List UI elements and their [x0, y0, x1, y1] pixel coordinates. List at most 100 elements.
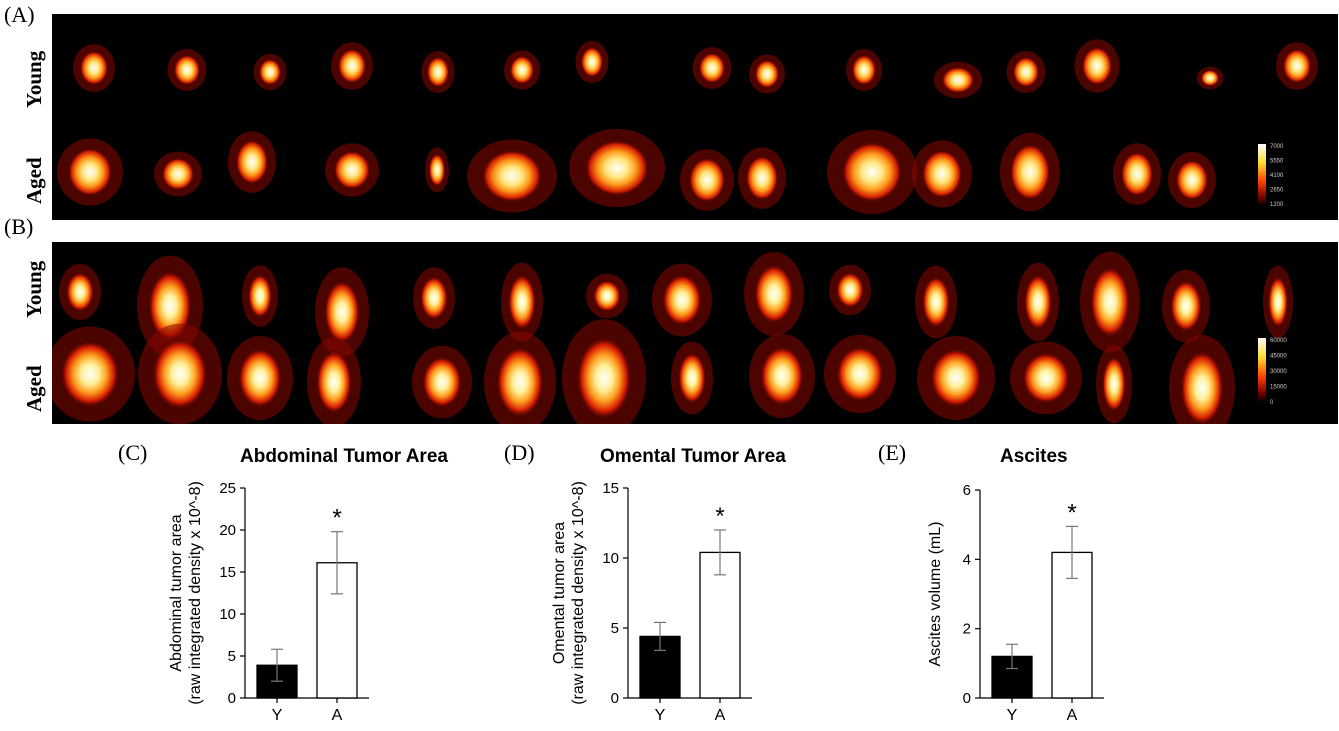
fluorescence-signal: [689, 158, 725, 202]
imaging-strip-a: 7000 5550 4100 2650 1200: [52, 14, 1338, 220]
fluorescence-signal: [593, 280, 621, 312]
row-label-aged-b: Aged: [22, 365, 46, 412]
bar-A: [699, 551, 741, 699]
y-tick-label: 15: [219, 564, 236, 581]
fluorescence-signal: [422, 356, 462, 408]
fluorescence-signal: [1013, 57, 1039, 87]
y-axis-label: Abdominal tumor area: [168, 514, 185, 672]
chart-omental-tumor-area: Omental Tumor Area Omental tumor area (raw…: [520, 440, 850, 726]
fluorescence-signal: [66, 272, 94, 312]
fluorescence-signal: [581, 47, 603, 77]
row-label-aged-a: Aged: [22, 157, 46, 204]
fluorescence-signal: [699, 53, 725, 83]
chart-abdominal-tumor-area: Abdominal Tumor Area Abdominal tumor area…: [130, 440, 460, 726]
row-label-young-b: Young: [22, 260, 46, 318]
y-tick-label: 10: [602, 550, 619, 567]
fluorescence-signal: [1201, 70, 1219, 86]
color-scale-bar-b: [1258, 338, 1266, 402]
fluorescence-signal: [1010, 144, 1050, 200]
aged-mice-row: [57, 128, 1216, 214]
y-axis-label-units: (raw integrated density x 10^-8): [187, 481, 204, 705]
fluorescence-signal: [746, 156, 778, 200]
color-scale-tick-label: 45000: [1270, 354, 1287, 360]
fluorescence-signal: [1082, 47, 1112, 85]
fluorescence-signal: [496, 346, 544, 418]
fluorescence-signal: [942, 67, 974, 93]
fluorescence-signal: [754, 264, 794, 324]
row-label-young-a: Young: [22, 50, 46, 108]
fluorescence-signal: [324, 280, 360, 344]
chart-title: Ascites: [1000, 446, 1068, 467]
fluorescence-signal: [755, 60, 779, 88]
fluorescence-signal: [1170, 280, 1202, 332]
fluorescence-signal: [1121, 152, 1153, 196]
y-tick-label: 25: [219, 480, 236, 497]
fluorescence-signal: [338, 49, 366, 83]
color-scale-tick-label: 5550: [1270, 159, 1284, 165]
fluorescence-signal: [930, 348, 982, 408]
color-scale-tick-label: 60000: [1270, 338, 1287, 344]
fluorescence-signal: [1176, 160, 1208, 200]
young-organs-row: [59, 251, 1293, 357]
x-tick-label: A: [1067, 707, 1078, 724]
y-tick-label: 2: [963, 621, 971, 638]
fluorescence-signal: [429, 154, 445, 186]
fluorescence-signal: [1180, 350, 1224, 424]
fluorescence-signal: [760, 346, 804, 406]
imaging-strip-b-canvas: 60000 45000 30000 15000 0: [52, 251, 1293, 424]
color-scale-tick-label: 2650: [1270, 188, 1284, 194]
color-scale-tick-label: 30000: [1270, 369, 1287, 375]
fluorescence-signal: [80, 51, 108, 85]
y-axis-label: Omental tumor area: [551, 522, 568, 664]
chart-abdominal-canvas: Abdominal Tumor Area Abdominal tumor area…: [168, 446, 448, 724]
fluorescence-signal: [1024, 274, 1052, 330]
color-scale-tick-label: 7000: [1270, 144, 1284, 150]
x-tick-label: Y: [272, 707, 283, 724]
fluorescence-signal: [420, 276, 448, 320]
fluorescence-signal: [576, 336, 632, 420]
fluorescence-signal: [922, 150, 962, 198]
y-axis-label: Ascites volume (mL): [927, 522, 944, 667]
fluorescence-signal: [334, 151, 370, 189]
young-mice-row: [73, 39, 1318, 99]
panel-label-d: (D): [504, 440, 535, 465]
x-tick-label: A: [332, 707, 343, 724]
imaging-strip-b: 60000 45000 30000 15000 0: [52, 242, 1338, 424]
fluorescence-signal: [162, 158, 194, 190]
fluorescence-signal: [1268, 276, 1288, 328]
fluorescence-signal: [1090, 266, 1130, 338]
panel-label-a: (A): [4, 2, 35, 27]
fluorescence-signal: [68, 148, 112, 196]
y-tick-label: 0: [228, 690, 236, 707]
significance-marker: *: [1067, 499, 1076, 526]
fluorescence-signal: [1283, 49, 1311, 83]
y-axis-label-units: (raw integrated density x 10^-8): [570, 481, 587, 705]
chart-title: Omental Tumor Area: [600, 446, 786, 467]
y-tick-label: 5: [228, 648, 236, 665]
chart-title: Abdominal Tumor Area: [240, 446, 448, 467]
chart-omental-canvas: Omental Tumor Area Omental tumor area (raw…: [551, 446, 786, 724]
fluorescence-signal: [836, 272, 864, 308]
color-scale-tick-label: 4100: [1270, 173, 1284, 179]
x-tick-label: A: [715, 707, 726, 724]
imaging-strip-a-canvas: 7000 5550 4100 2650 1200: [57, 39, 1318, 214]
fluorescence-signal: [1102, 356, 1126, 412]
aged-organs-row: [52, 319, 1235, 424]
fluorescence-signal: [1022, 352, 1070, 404]
y-tick-label: 0: [963, 690, 971, 707]
x-tick-label: Y: [655, 707, 666, 724]
chart-ascites: Ascites Ascites volume (mL) 0 2 4 6 Y * A: [900, 440, 1230, 726]
panel-label-c: (C): [118, 440, 148, 465]
panel-label-b: (B): [4, 214, 34, 239]
y-tick-label: 20: [219, 522, 236, 539]
fluorescence-signal: [922, 276, 950, 328]
fluorescence-signal: [236, 140, 268, 184]
fluorescence-signal: [842, 142, 902, 202]
color-scale-tick-label: 1200: [1270, 202, 1284, 208]
y-tick-label: 15: [602, 480, 619, 497]
y-tick-label: 6: [963, 482, 971, 499]
color-scale-tick-label: 15000: [1270, 385, 1287, 391]
color-scale-ticks-b: 60000 45000 30000 15000 0: [1270, 338, 1287, 406]
fluorescence-signal: [678, 352, 706, 404]
fluorescence-signal: [316, 350, 352, 414]
